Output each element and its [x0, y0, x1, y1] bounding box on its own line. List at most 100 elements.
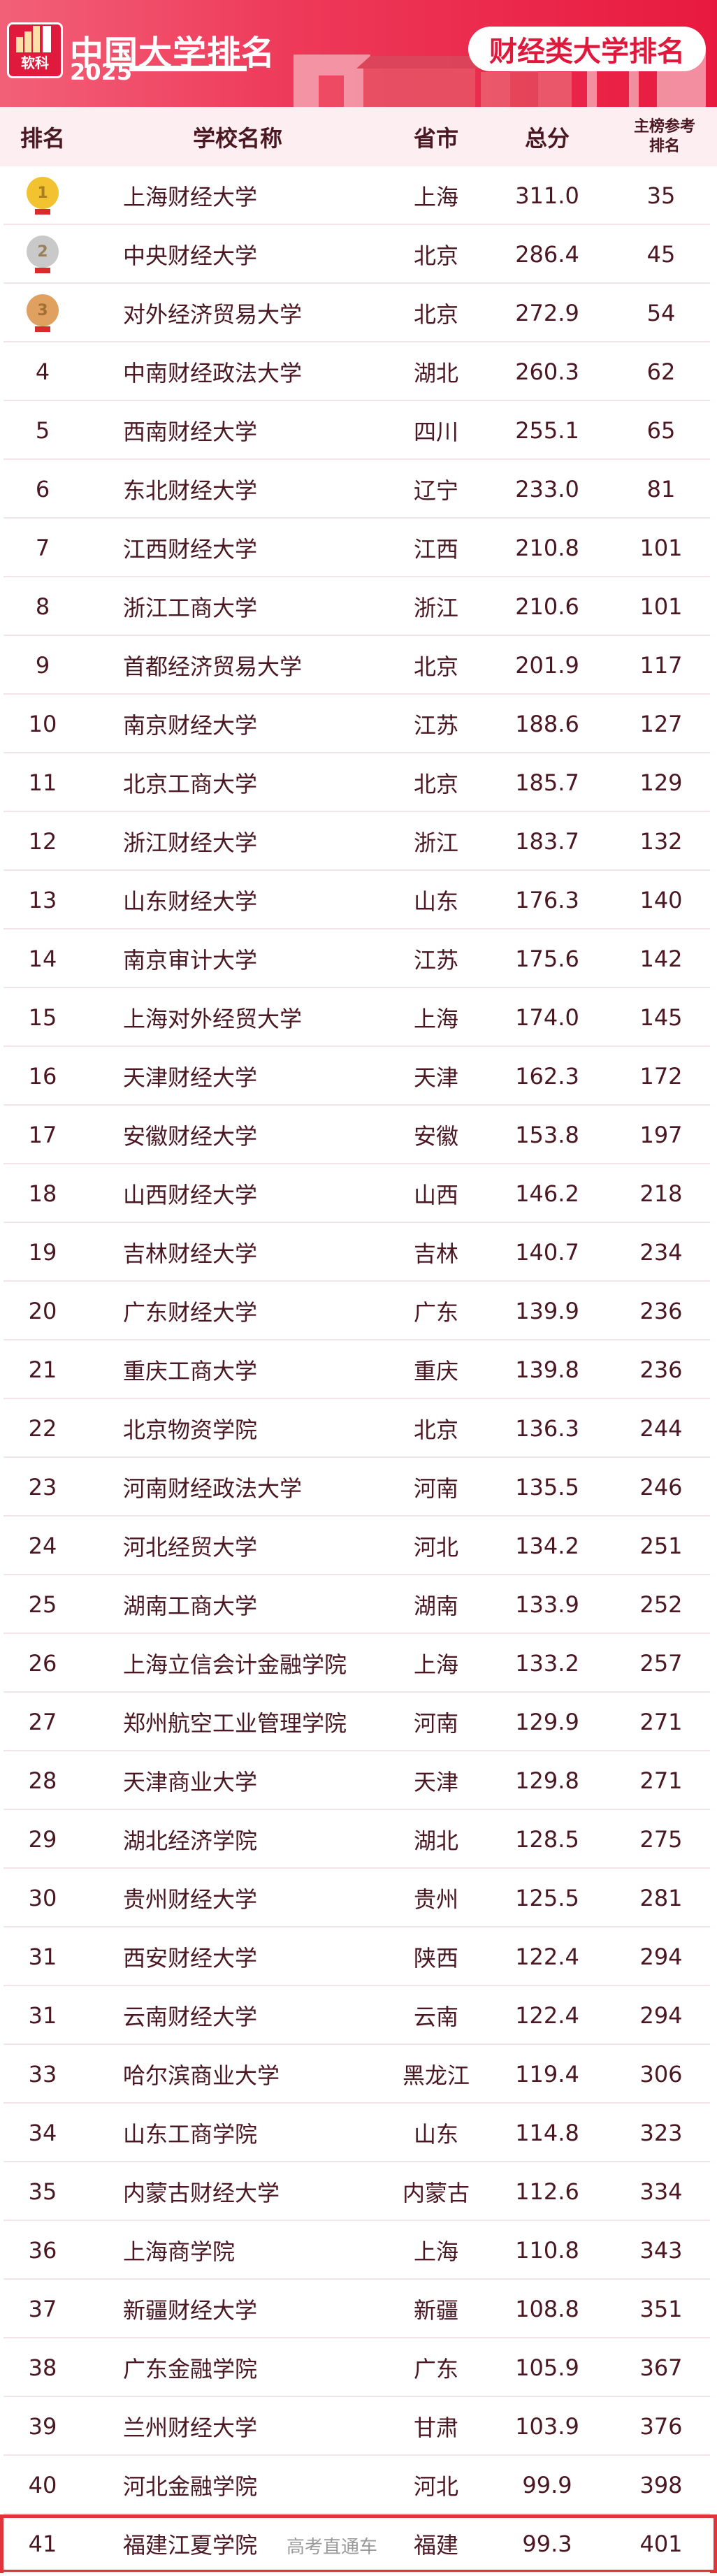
- reference-rank-cell: 252: [639, 1591, 683, 1618]
- score-cell: 108.8: [515, 2296, 579, 2322]
- score-cell: 128.5: [515, 1826, 579, 1853]
- table-row: 3 对外经济贸易大学 北京 272.9 54: [0, 284, 717, 342]
- table-row: 27 郑州航空工业管理学院 河南 129.9 271: [0, 1693, 717, 1751]
- score-cell: 112.6: [515, 2178, 579, 2205]
- rank-cell: 7: [35, 535, 50, 561]
- score-cell: 110.8: [515, 2237, 579, 2264]
- rank-cell: 6: [35, 476, 50, 502]
- reference-rank-cell: 271: [639, 1767, 683, 1794]
- province-cell: 贵州: [413, 1886, 458, 1913]
- province-cell: 福建: [413, 2532, 458, 2559]
- province-cell: 上海: [413, 2238, 458, 2265]
- rank-cell: 2: [14, 225, 71, 284]
- table-row: 31 云南财经大学 云南 122.4 294: [0, 1986, 717, 2045]
- rank-cell: 4: [35, 359, 50, 385]
- score-cell: 122.4: [515, 1944, 579, 1970]
- column-header-province: 省市: [413, 124, 458, 152]
- reference-rank-cell: 101: [639, 535, 683, 561]
- province-cell: 新疆: [413, 2297, 458, 2324]
- school-name-cell: 河北金融学院: [123, 2473, 258, 2500]
- reference-rank-cell: 351: [639, 2296, 683, 2322]
- rank-cell: 14: [28, 946, 57, 972]
- table-row: 7 江西财经大学 江西 210.8 101: [0, 519, 717, 577]
- score-cell: 125.5: [515, 1885, 579, 1911]
- ref-header-line-2: 排名: [649, 137, 680, 155]
- rank-cell: 37: [28, 2296, 57, 2322]
- province-cell: 北京: [413, 301, 458, 328]
- school-name-cell: 广东财经大学: [123, 1299, 258, 1326]
- column-header-rank: 排名: [20, 124, 65, 152]
- school-name-cell: 山东工商学院: [123, 2121, 258, 2148]
- table-header: 排名 学校名称 省市 总分 主榜参考 排名: [0, 107, 717, 166]
- school-name-cell: 山东财经大学: [123, 888, 258, 915]
- school-name-cell: 北京物资学院: [123, 1417, 258, 1443]
- province-cell: 湖北: [413, 1828, 458, 1854]
- reference-rank-cell: 294: [639, 1944, 683, 1970]
- table-row: 5 西南财经大学 四川 255.1 65: [0, 401, 717, 460]
- reference-rank-cell: 398: [639, 2472, 683, 2498]
- gold-medal-icon: 1: [27, 177, 59, 215]
- score-cell: 272.9: [515, 300, 579, 326]
- table-row: 10 南京财经大学 江苏 188.6 127: [0, 695, 717, 753]
- reference-rank-cell: 142: [639, 946, 683, 972]
- school-name-cell: 东北财经大学: [123, 477, 258, 504]
- medal-ribbon: [35, 209, 50, 215]
- rank-cell: 35: [28, 2178, 57, 2205]
- school-name-cell: 北京工商大学: [123, 771, 258, 797]
- rank-cell: 27: [28, 1709, 57, 1735]
- reference-rank-cell: 127: [639, 711, 683, 737]
- province-cell: 甘肃: [413, 2415, 458, 2441]
- reference-rank-cell: 197: [639, 1122, 683, 1148]
- ranking-table: 1 上海财经大学 上海 311.0 35 2 中央财经大学 北京 286.4 45 3 对外经济贸易大…: [0, 166, 717, 2573]
- province-cell: 山东: [413, 888, 458, 915]
- province-cell: 北京: [413, 653, 458, 680]
- province-cell: 广东: [413, 1299, 458, 1326]
- school-name-cell: 贵州财经大学: [123, 1886, 258, 1913]
- rank-cell: 34: [28, 2120, 57, 2146]
- table-row: 37 新疆财经大学 新疆 108.8 351: [0, 2280, 717, 2338]
- logo-text: 软科: [21, 55, 49, 71]
- province-cell: 江苏: [413, 947, 458, 974]
- school-name-cell: 吉林财经大学: [123, 1240, 258, 1267]
- province-cell: 安徽: [413, 1123, 458, 1150]
- reference-rank-cell: 401: [639, 2531, 683, 2557]
- table-row: 21 重庆工商大学 重庆 139.8 236: [0, 1340, 717, 1399]
- school-name-cell: 浙江工商大学: [123, 595, 258, 621]
- reference-rank-cell: 145: [639, 1004, 683, 1031]
- score-cell: 188.6: [515, 711, 579, 737]
- school-name-cell: 上海对外经贸大学: [123, 1006, 303, 1032]
- reference-rank-cell: 117: [639, 652, 683, 679]
- score-cell: 103.9: [515, 2413, 579, 2440]
- score-cell: 311.0: [515, 182, 579, 209]
- province-cell: 上海: [413, 1651, 458, 1678]
- rank-cell: 33: [28, 2061, 57, 2087]
- table-row: 34 山东工商学院 山东 114.8 323: [0, 2104, 717, 2162]
- score-cell: 139.9: [515, 1298, 579, 1324]
- school-name-cell: 中央财经大学: [123, 243, 258, 269]
- school-name-cell: 西南财经大学: [123, 419, 258, 445]
- column-header-score: 总分: [524, 124, 570, 152]
- rank-cell: 18: [28, 1180, 57, 1207]
- reference-rank-cell: 54: [646, 300, 676, 326]
- column-header-school: 学校名称: [192, 124, 282, 152]
- school-name-cell: 兰州财经大学: [123, 2415, 258, 2441]
- province-cell: 上海: [413, 184, 458, 210]
- score-cell: 99.9: [522, 2472, 572, 2498]
- rank-cell: 39: [28, 2413, 57, 2440]
- score-cell: 129.8: [515, 1767, 579, 1794]
- rank-cell: 11: [28, 769, 57, 796]
- table-row: 35 内蒙古财经大学 内蒙古 112.6 334: [0, 2162, 717, 2221]
- table-row: 12 浙江财经大学 浙江 183.7 132: [0, 812, 717, 871]
- school-name-cell: 上海立信会计金融学院: [123, 1651, 347, 1678]
- table-row: 15 上海对外经贸大学 上海 174.0 145: [0, 988, 717, 1047]
- year-label: 2025: [70, 59, 133, 85]
- rank-cell: 22: [28, 1415, 57, 1442]
- rank-cell: 3: [14, 284, 71, 342]
- medal-rank: 1: [27, 177, 59, 209]
- rank-cell: 26: [28, 1650, 57, 1677]
- score-cell: 139.8: [515, 1356, 579, 1383]
- medal-rank: 3: [27, 294, 59, 326]
- reference-rank-cell: 376: [639, 2413, 683, 2440]
- table-row: 1 上海财经大学 上海 311.0 35: [0, 166, 717, 225]
- reference-rank-cell: 244: [639, 1415, 683, 1442]
